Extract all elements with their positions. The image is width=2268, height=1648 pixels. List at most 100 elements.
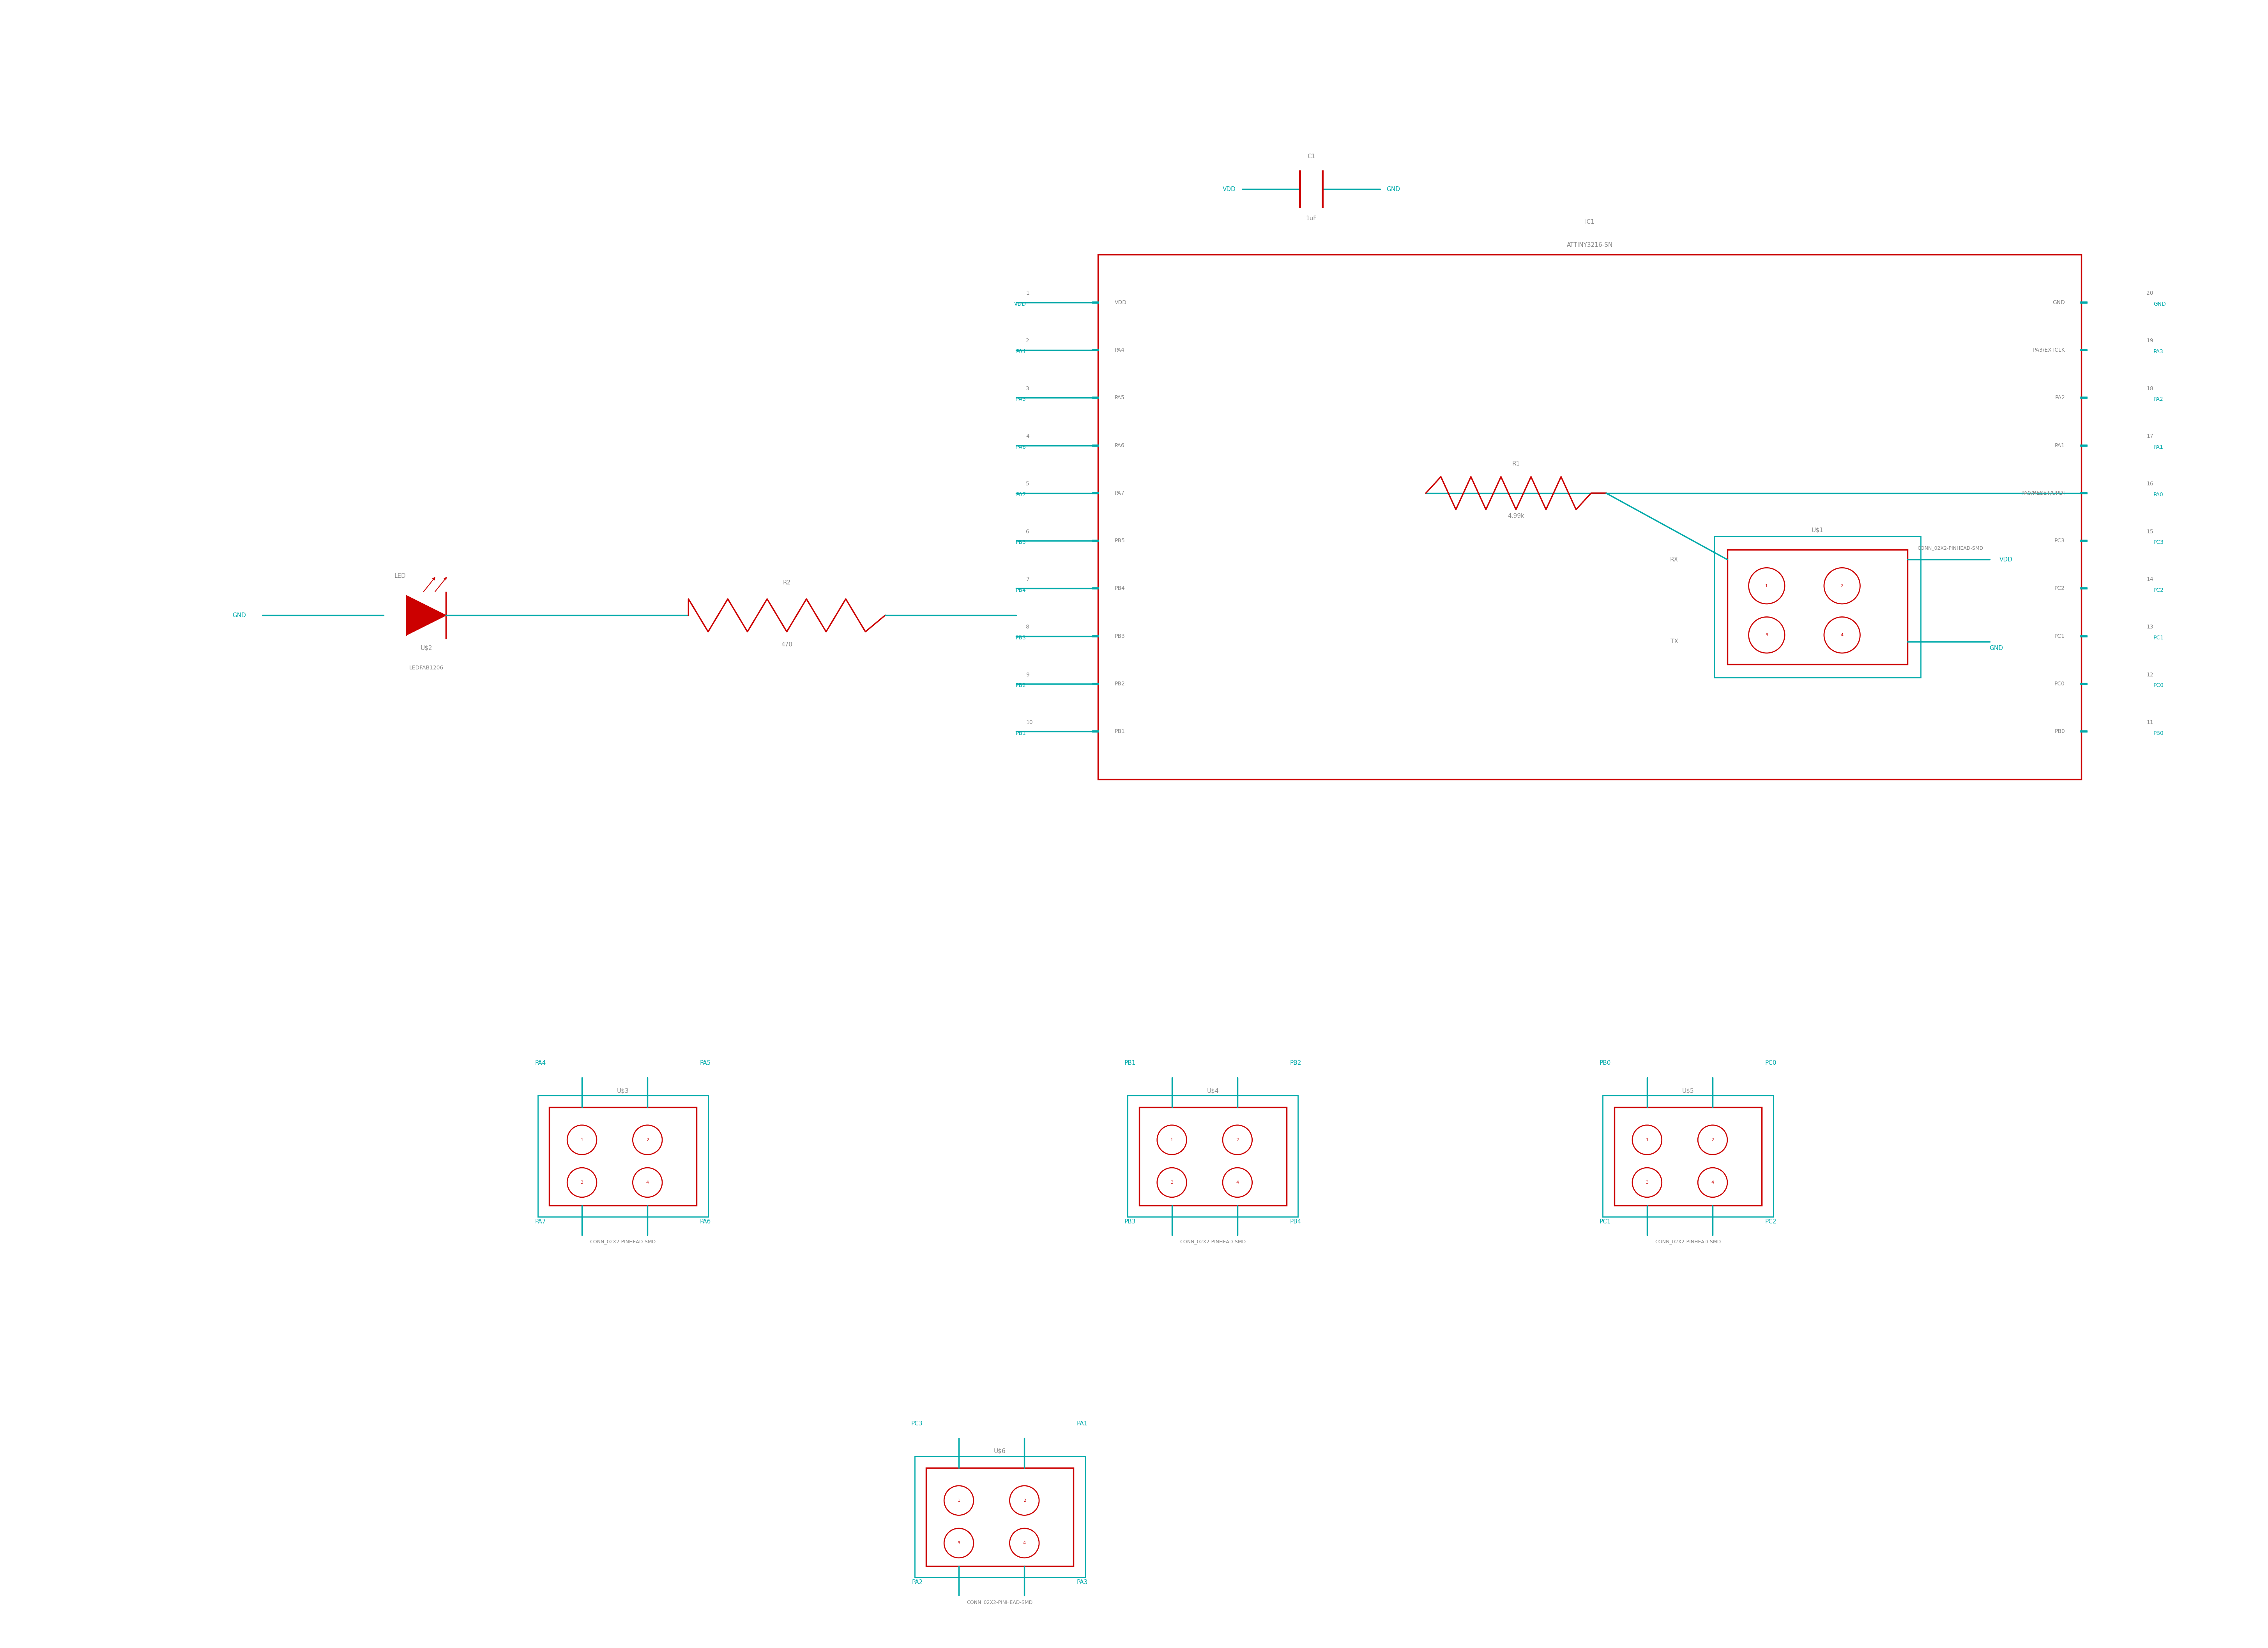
Text: 3: 3: [1647, 1180, 1649, 1185]
Text: PC3: PC3: [2055, 539, 2064, 544]
Text: U\$1: U\$1: [1812, 527, 1823, 532]
Text: PA5: PA5: [1114, 396, 1125, 400]
Circle shape: [1633, 1126, 1662, 1155]
Text: 20: 20: [2146, 290, 2152, 297]
Circle shape: [1157, 1168, 1186, 1196]
Text: 9: 9: [1025, 672, 1030, 677]
Text: PC0: PC0: [2055, 681, 2064, 687]
Text: PA6: PA6: [1016, 445, 1025, 450]
Circle shape: [1699, 1126, 1728, 1155]
Text: PB0: PB0: [2152, 730, 2164, 737]
Circle shape: [1633, 1168, 1662, 1196]
Text: PC1: PC1: [1599, 1220, 1610, 1224]
Text: PB5: PB5: [1016, 541, 1025, 545]
Text: 2: 2: [1842, 583, 1844, 588]
Circle shape: [1749, 569, 1785, 603]
Text: 17: 17: [2146, 433, 2152, 438]
Text: 1: 1: [1647, 1137, 1649, 1142]
Text: U\$6: U\$6: [993, 1449, 1005, 1454]
Bar: [1139, 1107, 1286, 1205]
Text: 8: 8: [1025, 625, 1030, 630]
Text: 3: 3: [581, 1180, 583, 1185]
Text: PC1: PC1: [2055, 633, 2064, 639]
Text: PC1: PC1: [2152, 634, 2164, 641]
Text: PB5: PB5: [1114, 539, 1125, 544]
Text: 2: 2: [646, 1137, 649, 1142]
Text: 6: 6: [1025, 529, 1030, 534]
Text: 2: 2: [1025, 338, 1030, 344]
Text: PB1: PB1: [1114, 728, 1125, 735]
Circle shape: [1823, 569, 1860, 603]
Text: 7: 7: [1025, 577, 1030, 582]
Circle shape: [1823, 616, 1860, 653]
Circle shape: [1222, 1126, 1252, 1155]
Text: U\$2: U\$2: [420, 646, 433, 651]
Text: PC0: PC0: [1765, 1060, 1776, 1066]
Circle shape: [567, 1126, 596, 1155]
Text: PB1: PB1: [1016, 730, 1025, 737]
Text: TX: TX: [1672, 639, 1678, 644]
Text: PA7: PA7: [1016, 493, 1025, 498]
Circle shape: [1222, 1168, 1252, 1196]
Text: PC3: PC3: [2152, 541, 2164, 545]
Text: VDD: VDD: [2000, 557, 2012, 562]
Text: 2: 2: [1712, 1137, 1715, 1142]
Text: 13: 13: [2146, 625, 2152, 630]
Bar: [1615, 1107, 1762, 1205]
Text: PA6: PA6: [701, 1220, 710, 1224]
Text: R1: R1: [1513, 461, 1520, 466]
Bar: [1603, 1096, 1774, 1216]
Text: PA2: PA2: [912, 1579, 923, 1585]
Text: PA2: PA2: [2152, 397, 2164, 402]
Text: PB0: PB0: [2055, 728, 2064, 735]
Text: 5: 5: [1025, 481, 1030, 486]
Bar: [1098, 255, 2082, 780]
Text: 1: 1: [1170, 1137, 1173, 1142]
Text: 1: 1: [1025, 290, 1030, 297]
Text: PA5: PA5: [701, 1060, 710, 1066]
Text: 11: 11: [2146, 720, 2152, 725]
Text: LEDFAB1206: LEDFAB1206: [408, 666, 445, 671]
Text: GND: GND: [1989, 646, 2003, 651]
Text: 1: 1: [957, 1498, 959, 1503]
Text: PB2: PB2: [1016, 682, 1025, 689]
Text: 4: 4: [646, 1180, 649, 1185]
Text: CONN_02X2-PINHEAD-SMD: CONN_02X2-PINHEAD-SMD: [1179, 1239, 1245, 1244]
Circle shape: [567, 1168, 596, 1196]
Text: 3: 3: [957, 1541, 959, 1546]
Text: 1uF: 1uF: [1306, 216, 1318, 221]
Text: 2: 2: [1023, 1498, 1025, 1503]
Bar: [1127, 1096, 1297, 1216]
Text: GND: GND: [2053, 300, 2064, 305]
Circle shape: [1699, 1168, 1728, 1196]
Text: PA1: PA1: [2152, 445, 2164, 450]
Text: PA1: PA1: [1077, 1421, 1089, 1427]
Text: PB4: PB4: [1114, 585, 1125, 592]
Text: 470: 470: [780, 643, 792, 648]
Circle shape: [943, 1528, 973, 1557]
Text: PA0: PA0: [2152, 493, 2164, 498]
Text: PA7: PA7: [1114, 491, 1125, 496]
Text: R2: R2: [782, 580, 792, 585]
Text: PA1: PA1: [2055, 443, 2064, 448]
Text: PA2: PA2: [2055, 396, 2064, 400]
Text: 15: 15: [2146, 529, 2152, 534]
Text: 16: 16: [2146, 481, 2152, 486]
Bar: [538, 1096, 708, 1216]
Text: 18: 18: [2146, 386, 2152, 391]
Bar: [549, 1107, 696, 1205]
Text: CONN_02X2-PINHEAD-SMD: CONN_02X2-PINHEAD-SMD: [1656, 1239, 1721, 1244]
Text: PC2: PC2: [2152, 587, 2164, 593]
Text: 4: 4: [1842, 633, 1844, 638]
Text: PB0: PB0: [1599, 1060, 1610, 1066]
Text: VDD: VDD: [1222, 186, 1236, 193]
Text: C1: C1: [1306, 153, 1315, 160]
Text: VDD: VDD: [1014, 302, 1025, 307]
Text: PA4: PA4: [1114, 348, 1125, 353]
Text: 3: 3: [1170, 1180, 1173, 1185]
Text: 10: 10: [1025, 720, 1032, 725]
Circle shape: [1009, 1528, 1039, 1557]
Text: PB4: PB4: [1290, 1220, 1302, 1224]
Circle shape: [633, 1168, 662, 1196]
Text: PA3: PA3: [2152, 349, 2164, 354]
